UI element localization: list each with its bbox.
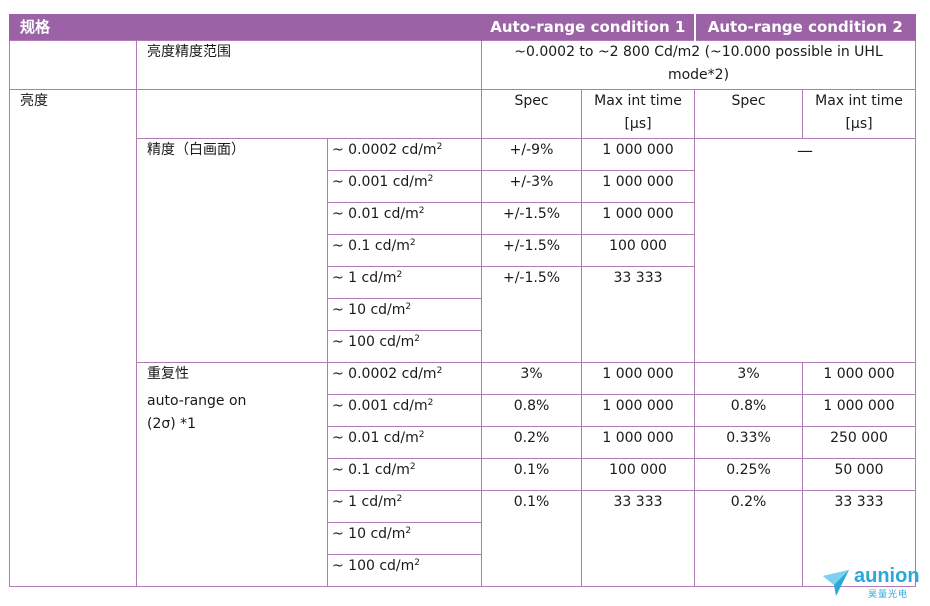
- spec-cell: 0.8%: [694, 394, 804, 427]
- level-cell: ~ 0.0002 cd/m2: [326, 362, 483, 395]
- table-row: ~ 0.001 cd/m2 +/-3% 1 000 000: [10, 170, 916, 203]
- table-row: ~ 0.1 cd/m2 +/-1.5% 100 000: [10, 234, 916, 267]
- table-row: ~ 10 cd/m2: [10, 298, 916, 331]
- logo-sub: 昊量光电: [868, 590, 909, 600]
- level-cell: ~ 0.001 cd/m2: [326, 170, 483, 203]
- time-cell: 1 000 000: [802, 394, 917, 427]
- range-value: ~0.0002 to ~2 800 Cd/m2 (~10.000 possibl…: [481, 40, 917, 90]
- table-row: ~ 1 cd/m2 +/-1.5% 33 333: [10, 266, 916, 363]
- spec-cell: 0.2%: [694, 490, 804, 587]
- time-cell: 1 000 000: [802, 362, 917, 395]
- range-row: 亮度精度范围 ~0.0002 to ~2 800 Cd/m2 (~10.000 …: [9, 40, 917, 90]
- table-row: ~ 0.1 cd/m2 0.1% 100 000 0.25% 50 000: [10, 458, 917, 491]
- spec-cell: 0.1%: [481, 458, 583, 491]
- spec-cell: 0.2%: [481, 426, 583, 459]
- spec-cell: +/-1.5%: [481, 202, 583, 235]
- table-row: ~ 0.01 cd/m2 0.2% 1 000 000 0.33% 250 00…: [10, 426, 917, 459]
- time-cell: 33 333: [581, 266, 696, 363]
- subhead-maxint2: Max int time [µs]: [802, 89, 917, 139]
- spec-cell: 0.25%: [694, 458, 804, 491]
- level-cell: ~ 1 cd/m2: [326, 490, 483, 523]
- time-cell: 1 000 000: [581, 426, 696, 459]
- level-cell: ~ 0.1 cd/m2: [326, 234, 483, 267]
- subhead-spec1: Spec: [481, 89, 583, 139]
- logo-word: aunion: [854, 565, 920, 587]
- level-cell: ~ 10 cd/m2: [326, 298, 483, 331]
- repeatability-label: 重复性 auto-range on (2σ) *1: [136, 362, 328, 587]
- level-cell: ~ 100 cd/m2: [326, 554, 483, 587]
- spec-table: 规格 Auto-range condition 1 Auto-range con…: [8, 14, 917, 587]
- time-cell: 1 000 000: [581, 394, 696, 427]
- table-row: 重复性 auto-range on (2σ) *1 ~ 0.0002 cd/m2 3…: [10, 362, 917, 587]
- header-cond1: Auto-range condition 1: [481, 14, 696, 41]
- paper-plane-icon: [823, 570, 849, 596]
- time-cell: 100 000: [581, 458, 696, 491]
- header-cond2: Auto-range condition 2: [693, 14, 917, 41]
- time-cell: 100 000: [581, 234, 696, 267]
- time-cell: 250 000: [802, 426, 917, 459]
- aunion-logo: aunion 昊量光电: [820, 565, 920, 601]
- spec-cell: 3%: [694, 362, 804, 395]
- time-cell: 1 000 000: [581, 170, 696, 203]
- level-cell: ~ 100 cd/m2: [326, 330, 483, 363]
- spec-cell: 0.33%: [694, 426, 804, 459]
- time-cell: 1 000 000: [581, 202, 696, 235]
- table-row: ~ 10 cd/m2: [10, 522, 916, 555]
- spec-cell: +/-3%: [481, 170, 583, 203]
- spec-cell: 3%: [481, 362, 583, 395]
- time-cell: 50 000: [802, 458, 917, 491]
- table-row: ~ 0.001 cd/m2 0.8% 1 000 000 0.8% 1 000 …: [10, 394, 917, 427]
- accuracy-label: 精度（白画面）: [136, 138, 328, 363]
- subhead-spec2: Spec: [694, 89, 804, 139]
- header-row: 规格 Auto-range condition 1 Auto-range con…: [8, 14, 917, 41]
- table-row: ~ 100 cd/m2: [10, 554, 916, 587]
- level-cell: ~ 10 cd/m2: [326, 522, 483, 555]
- table-row: ~ 100 cd/m2: [10, 330, 916, 363]
- level-cell: ~ 0.0002 cd/m2: [326, 138, 483, 171]
- time-cell: 1 000 000: [581, 362, 696, 395]
- table-row: 精度（白画面） ~ 0.0002 cd/m2 +/-9% 1 000 000 —: [10, 138, 917, 363]
- level-cell: ~ 1 cd/m2: [326, 266, 483, 299]
- time-cell: 33 333: [802, 490, 917, 587]
- level-cell: ~ 0.01 cd/m2: [326, 426, 483, 459]
- subhead-maxint1: Max int time [µs]: [581, 89, 696, 139]
- header-spec: 规格: [8, 14, 483, 41]
- section-label: 亮度: [9, 89, 137, 587]
- spec-cell: +/-1.5%: [481, 234, 583, 267]
- spec-cell: +/-1.5%: [481, 266, 583, 363]
- subheader-row: 亮度 Spec Max int time [µs] Spec Max int t…: [9, 89, 917, 587]
- range-label: 亮度精度范围: [135, 40, 483, 90]
- level-cell: ~ 0.01 cd/m2: [326, 202, 483, 235]
- cond2-empty: —: [694, 138, 917, 363]
- time-cell: 1 000 000: [581, 138, 696, 171]
- spec-cell: +/-9%: [481, 138, 583, 171]
- table-row: ~ 0.01 cd/m2 +/-1.5% 1 000 000: [10, 202, 916, 235]
- level-cell: ~ 0.001 cd/m2: [326, 394, 483, 427]
- spec-cell: 0.8%: [481, 394, 583, 427]
- spec-cell: 0.1%: [481, 490, 583, 587]
- time-cell: 33 333: [581, 490, 696, 587]
- level-cell: ~ 0.1 cd/m2: [326, 458, 483, 491]
